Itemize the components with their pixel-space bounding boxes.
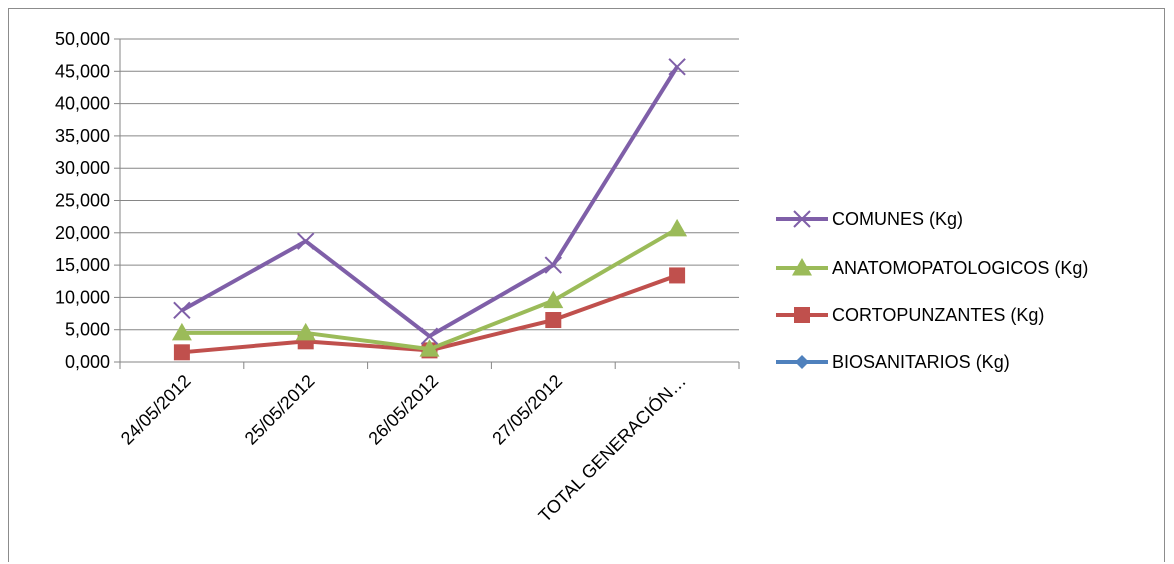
series-line bbox=[180, 65, 679, 339]
series-line bbox=[181, 227, 679, 352]
legend-marker bbox=[793, 210, 811, 228]
legend-item: ANATOMOPATOLOGICOS (Kg) bbox=[776, 258, 1088, 278]
legend: COMUNES (Kg) ANATOMOPATOLOGICOS (Kg) CORTO… bbox=[776, 209, 1088, 372]
marker-stroke bbox=[793, 210, 811, 228]
y-tick-label: 15,000 bbox=[55, 255, 110, 275]
x-tick-label: 25/05/2012 bbox=[241, 371, 319, 449]
legend-item: BIOSANITARIOS (Kg) bbox=[776, 352, 1010, 372]
marker-stroke bbox=[173, 301, 191, 320]
data-point bbox=[669, 267, 686, 284]
legend-item: CORTOPUNZANTES (Kg) bbox=[776, 305, 1044, 325]
data-point bbox=[668, 58, 686, 76]
data-point bbox=[419, 339, 440, 357]
legend-label: ANATOMOPATOLOGICOS (Kg) bbox=[832, 258, 1088, 278]
data-point bbox=[295, 322, 316, 341]
legend-marker bbox=[792, 258, 812, 276]
y-tick-label: 5,000 bbox=[65, 320, 110, 340]
gridlines bbox=[120, 38, 739, 331]
y-tick-label: 30,000 bbox=[55, 158, 110, 178]
x-tick-label: 26/05/2012 bbox=[364, 371, 442, 449]
y-tick-label: 10,000 bbox=[55, 287, 110, 307]
y-tick-label: 40,000 bbox=[55, 94, 110, 114]
data-point bbox=[173, 301, 191, 320]
y-tick-label: 0,000 bbox=[65, 352, 110, 372]
y-tick-label: 20,000 bbox=[55, 223, 110, 243]
chart-frame bbox=[8, 8, 1165, 562]
legend-item: COMUNES (Kg) bbox=[776, 209, 963, 229]
y-tick-labels: 0,000 5,000 10,000 15,000 20,000 25,000 30,000… bbox=[55, 29, 110, 372]
legend-label: CORTOPUNZANTES (Kg) bbox=[832, 305, 1044, 325]
data-point bbox=[420, 327, 439, 345]
y-tick-label: 25,000 bbox=[55, 191, 110, 211]
legend-marker bbox=[795, 355, 809, 369]
data-point bbox=[544, 256, 563, 274]
series-lines bbox=[171, 58, 688, 361]
data-point bbox=[173, 344, 190, 361]
y-tick-label: 45,000 bbox=[55, 61, 110, 81]
data-point bbox=[171, 322, 192, 341]
data-point bbox=[667, 218, 688, 237]
data-point bbox=[296, 232, 315, 250]
legend-label: COMUNES (Kg) bbox=[832, 209, 963, 229]
series-1 bbox=[171, 218, 688, 357]
marker-stroke bbox=[544, 256, 563, 274]
marker-stroke bbox=[668, 58, 686, 76]
x-tick-label: 27/05/2012 bbox=[488, 371, 566, 449]
axes bbox=[114, 38, 740, 369]
marker-stroke bbox=[420, 327, 439, 345]
x-tick-labels: 24/05/2012 25/05/2012 26/05/2012 27/05/2012… bbox=[117, 370, 690, 526]
legend-marker bbox=[794, 307, 810, 323]
y-tick-label: 35,000 bbox=[55, 126, 110, 146]
marker-stroke bbox=[296, 232, 315, 250]
legend-label: BIOSANITARIOS (Kg) bbox=[832, 352, 1010, 372]
data-point bbox=[543, 290, 564, 309]
data-point bbox=[545, 312, 562, 329]
x-tick-label: 24/05/2012 bbox=[117, 371, 195, 449]
y-tick-label: 50,000 bbox=[55, 29, 110, 49]
series-0 bbox=[173, 58, 686, 345]
